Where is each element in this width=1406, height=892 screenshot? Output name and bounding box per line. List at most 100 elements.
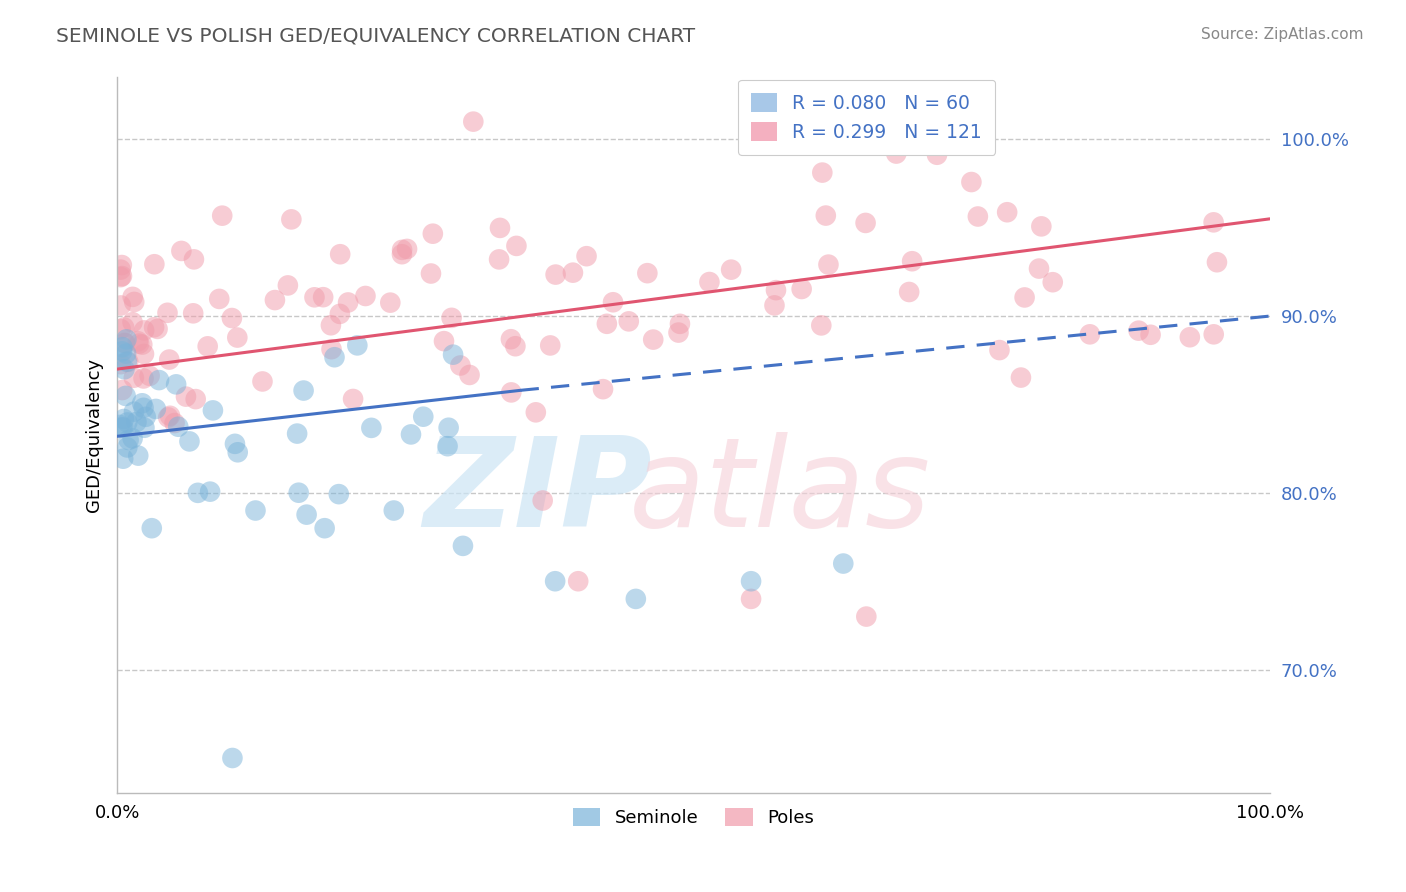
Point bbox=[110, 262, 132, 277]
Text: ZIP: ZIP bbox=[423, 432, 652, 553]
Point bbox=[122, 370, 145, 384]
Point bbox=[449, 359, 471, 373]
Point bbox=[1014, 290, 1036, 304]
Point bbox=[422, 227, 444, 241]
Point bbox=[304, 290, 326, 304]
Point bbox=[312, 290, 335, 304]
Point bbox=[170, 244, 193, 258]
Point bbox=[884, 146, 907, 161]
Point bbox=[643, 333, 665, 347]
Point bbox=[337, 295, 360, 310]
Point bbox=[141, 521, 163, 535]
Point bbox=[165, 377, 187, 392]
Point bbox=[122, 404, 145, 418]
Point bbox=[117, 433, 139, 447]
Point bbox=[437, 421, 460, 435]
Point bbox=[112, 362, 135, 376]
Point bbox=[544, 268, 567, 282]
Point bbox=[321, 342, 343, 356]
Point bbox=[966, 210, 988, 224]
Point bbox=[110, 270, 132, 285]
Point bbox=[292, 384, 315, 398]
Point bbox=[567, 574, 589, 589]
Point bbox=[117, 355, 139, 369]
Point bbox=[111, 340, 134, 354]
Point bbox=[114, 389, 136, 403]
Text: Source: ZipAtlas.com: Source: ZipAtlas.com bbox=[1201, 27, 1364, 42]
Point bbox=[319, 318, 342, 333]
Point bbox=[201, 403, 224, 417]
Point bbox=[855, 609, 877, 624]
Point bbox=[143, 257, 166, 271]
Point bbox=[832, 557, 855, 571]
Point bbox=[208, 292, 231, 306]
Point bbox=[117, 441, 139, 455]
Point bbox=[458, 368, 481, 382]
Point bbox=[226, 330, 249, 344]
Point bbox=[287, 485, 309, 500]
Point bbox=[505, 239, 527, 253]
Point bbox=[115, 355, 138, 369]
Point bbox=[328, 487, 350, 501]
Point bbox=[925, 147, 948, 161]
Point bbox=[264, 293, 287, 307]
Point bbox=[960, 175, 983, 189]
Point bbox=[763, 298, 786, 312]
Point bbox=[110, 357, 132, 371]
Point bbox=[114, 335, 136, 350]
Point bbox=[163, 416, 186, 430]
Point bbox=[146, 322, 169, 336]
Point bbox=[181, 306, 204, 320]
Point bbox=[198, 484, 221, 499]
Point bbox=[323, 350, 346, 364]
Point bbox=[111, 344, 134, 359]
Point bbox=[420, 267, 443, 281]
Point bbox=[132, 401, 155, 415]
Point bbox=[143, 320, 166, 334]
Point bbox=[342, 392, 364, 406]
Point bbox=[135, 409, 157, 424]
Point bbox=[122, 294, 145, 309]
Text: atlas: atlas bbox=[628, 432, 931, 553]
Point bbox=[132, 347, 155, 361]
Point bbox=[399, 427, 422, 442]
Point bbox=[811, 165, 834, 179]
Point bbox=[380, 295, 402, 310]
Point bbox=[115, 346, 138, 360]
Point bbox=[1139, 327, 1161, 342]
Y-axis label: GED/Equivalency: GED/Equivalency bbox=[86, 359, 103, 513]
Point bbox=[295, 508, 318, 522]
Point bbox=[117, 416, 139, 430]
Point bbox=[699, 275, 721, 289]
Point bbox=[148, 373, 170, 387]
Point bbox=[145, 401, 167, 416]
Point bbox=[121, 431, 143, 445]
Point bbox=[1031, 219, 1053, 234]
Text: SEMINOLE VS POLISH GED/EQUIVALENCY CORRELATION CHART: SEMINOLE VS POLISH GED/EQUIVALENCY CORRE… bbox=[56, 27, 696, 45]
Point bbox=[1010, 370, 1032, 384]
Point bbox=[174, 390, 197, 404]
Point bbox=[115, 332, 138, 346]
Point bbox=[538, 338, 561, 352]
Point bbox=[636, 266, 658, 280]
Point bbox=[211, 209, 233, 223]
Point bbox=[433, 334, 456, 348]
Point bbox=[436, 439, 458, 453]
Point bbox=[441, 348, 464, 362]
Point bbox=[451, 539, 474, 553]
Point bbox=[138, 368, 160, 383]
Point bbox=[391, 243, 413, 257]
Point bbox=[624, 591, 647, 606]
Point bbox=[221, 311, 243, 326]
Point bbox=[898, 285, 921, 299]
Point bbox=[1202, 327, 1225, 342]
Point bbox=[668, 326, 690, 340]
Point bbox=[488, 252, 510, 267]
Point bbox=[156, 306, 179, 320]
Point bbox=[226, 445, 249, 459]
Point bbox=[855, 216, 877, 230]
Point bbox=[1128, 324, 1150, 338]
Point bbox=[740, 574, 762, 589]
Point bbox=[125, 415, 148, 429]
Point bbox=[391, 247, 413, 261]
